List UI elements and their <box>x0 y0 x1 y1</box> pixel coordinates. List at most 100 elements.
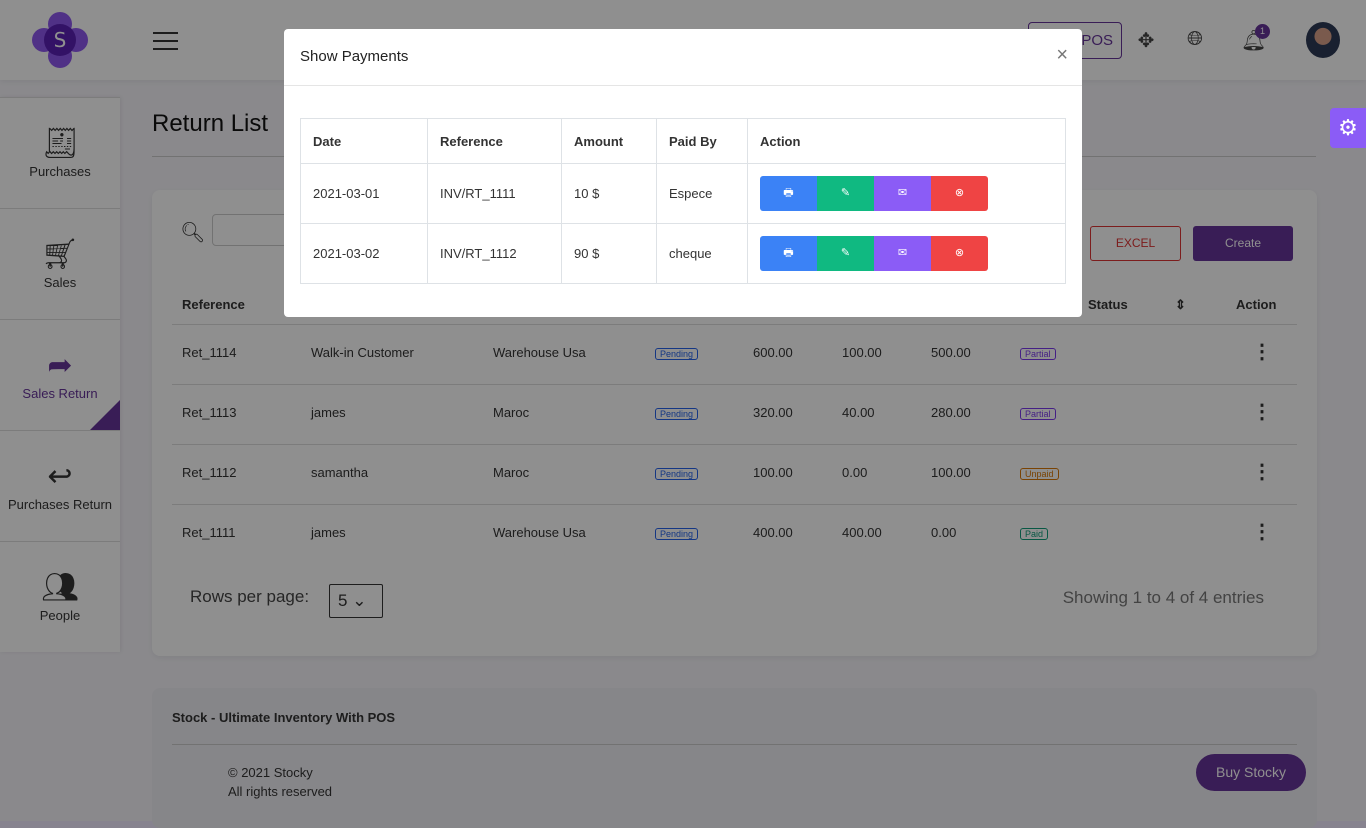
rows-per-page-select[interactable]: 5 ⌄ <box>329 584 383 618</box>
customer: james <box>311 525 346 540</box>
footer: Stock - Ultimate Inventory With POS © 20… <box>152 688 1317 828</box>
grand-total: 100.00 <box>753 465 793 480</box>
svg-text:S: S <box>54 28 67 52</box>
paid: 40.00 <box>842 405 875 420</box>
date: 2021-03-02 <box>300 223 428 284</box>
reference: Ret_1114 <box>182 345 237 360</box>
status-badge: Pending <box>655 348 699 360</box>
sidebar-item-label: People <box>39 608 81 623</box>
more-actions-icon[interactable]: ⋮ <box>1252 401 1272 423</box>
warehouse: Maroc <box>493 405 530 420</box>
buy-button[interactable]: Buy Stocky <box>1196 754 1306 791</box>
avatar[interactable] <box>1306 22 1340 58</box>
column-header-payment-status[interactable]: Status <box>1088 297 1128 312</box>
warehouse: Warehouse Usa <box>493 345 586 360</box>
sidebar-item-people[interactable]: 👥︎ People <box>0 541 120 652</box>
email-icon[interactable]: ✉ <box>874 236 931 271</box>
reference: INV/RT_1111 <box>427 163 562 224</box>
rows-per-page-value: 5 <box>338 591 348 610</box>
sidebar-item-purchases-return[interactable]: ↩ Purchases Return <box>0 430 120 541</box>
delete-icon[interactable]: ⊗ <box>931 176 988 211</box>
users-icon: 👥︎ <box>40 571 80 604</box>
column-header: Action <box>747 118 1066 164</box>
sort-icon[interactable]: ⇕ <box>1175 297 1186 312</box>
globe-icon[interactable]: 🌐︎ <box>1187 28 1203 50</box>
close-icon[interactable]: × <box>1056 44 1068 66</box>
logo[interactable]: S <box>32 12 88 68</box>
edit-icon[interactable]: ✎ <box>817 236 874 271</box>
customer: samantha <box>311 465 369 480</box>
table-row: 2021-03-02 INV/RT_1112 90 $ cheque 🖶︎ ✎ ✉ ⊗ <box>300 223 1066 284</box>
print-icon[interactable]: 🖶︎ <box>760 236 817 271</box>
settings-gear-icon[interactable]: ⚙ <box>1330 108 1366 148</box>
table-row: Ret_1112 samantha Maroc Pending 100.00 0.00 10… <box>172 444 1297 504</box>
notification-badge: 1 <box>1255 24 1270 39</box>
print-icon[interactable]: 🖶︎ <box>760 176 817 211</box>
reference: INV/RT_1112 <box>427 223 562 284</box>
paid: 100.00 <box>842 345 882 360</box>
more-actions-icon[interactable]: ⋮ <box>1252 461 1272 483</box>
rows-per-page-label: Rows per page: <box>190 587 310 606</box>
share-icon: ➦ <box>47 349 73 382</box>
status-badge: Pending <box>655 408 699 420</box>
due: 0.00 <box>931 525 957 540</box>
divider <box>172 744 1297 745</box>
rights: All rights reserved <box>228 784 333 799</box>
warehouse: Maroc <box>493 465 530 480</box>
amount: 90 $ <box>561 223 657 284</box>
payment-status-badge: Paid <box>1020 528 1049 540</box>
edit-icon[interactable]: ✎ <box>817 176 874 211</box>
sidebar-item-label: Sales Return <box>22 386 98 401</box>
due: 280.00 <box>931 405 971 420</box>
grand-total: 600.00 <box>753 345 793 360</box>
reference: Ret_1113 <box>182 405 237 420</box>
more-actions-icon[interactable]: ⋮ <box>1252 521 1272 543</box>
column-header-reference[interactable]: Reference <box>182 297 245 312</box>
copyright: © 2021 Stocky <box>228 765 313 780</box>
status-badge: Pending <box>655 468 699 480</box>
sidebar-item-purchases[interactable]: 🧾︎ Purchases <box>0 97 120 208</box>
delete-icon[interactable]: ⊗ <box>931 236 988 271</box>
search-icon: 🔍︎ <box>180 222 206 244</box>
warehouse: Warehouse Usa <box>493 525 586 540</box>
show-payments-modal: Show Payments × Date Reference Amount Pai… <box>284 29 1082 317</box>
table-row: Ret_1114 Walk-in Customer Warehouse Usa Pen… <box>172 324 1297 384</box>
status-badge: Pending <box>655 528 699 540</box>
grand-total: 400.00 <box>753 525 793 540</box>
sidebar-item-sales[interactable]: 🛒︎ Sales <box>0 208 120 319</box>
reference: Ret_1112 <box>182 465 237 480</box>
amount: 10 $ <box>561 163 657 224</box>
fullscreen-icon[interactable]: ✥ <box>1137 30 1155 52</box>
payment-status-badge: Unpaid <box>1020 468 1059 480</box>
cart-icon: 🛒︎ <box>40 238 80 271</box>
customer: james <box>311 405 346 420</box>
paid-by: cheque <box>656 223 748 284</box>
excel-button[interactable]: EXCEL <box>1090 226 1181 261</box>
sidebar-item-label: Sales <box>43 275 77 290</box>
table-row: Ret_1111 james Warehouse Usa Pending 400.00 4… <box>172 504 1297 564</box>
create-button[interactable]: Create <box>1193 226 1293 261</box>
table-row: 2021-03-01 INV/RT_1111 10 $ Espece 🖶︎ ✎ ✉ ⊗ <box>300 163 1066 224</box>
table-row: Ret_1113 james Maroc Pending 320.00 40.00 280.… <box>172 384 1297 444</box>
column-header: Amount <box>561 118 657 164</box>
modal-title: Show Payments <box>300 48 409 65</box>
email-icon[interactable]: ✉ <box>874 176 931 211</box>
reply-icon: ↩ <box>47 460 73 493</box>
sidebar-item-label: Purchases <box>29 164 91 179</box>
payment-status-badge: Partial <box>1020 408 1056 420</box>
pagination-info: Showing 1 to 4 of 4 entries <box>1062 588 1264 607</box>
paid-by: Espece <box>656 163 748 224</box>
customer: Walk-in Customer <box>311 345 414 360</box>
column-header: Paid By <box>656 118 748 164</box>
due: 500.00 <box>931 345 971 360</box>
due: 100.00 <box>931 465 971 480</box>
date: 2021-03-01 <box>300 163 428 224</box>
more-actions-icon[interactable]: ⋮ <box>1252 341 1272 363</box>
column-header-action: Action <box>1236 297 1277 312</box>
column-header: Date <box>300 118 428 164</box>
payment-status-badge: Partial <box>1020 348 1056 360</box>
page-title: Return List <box>152 110 269 137</box>
menu-toggle-icon[interactable] <box>153 32 178 56</box>
payments-table: Date Reference Amount Paid By Action 202… <box>300 118 1066 284</box>
sidebar-item-sales-return[interactable]: ➦ Sales Return <box>0 319 120 430</box>
